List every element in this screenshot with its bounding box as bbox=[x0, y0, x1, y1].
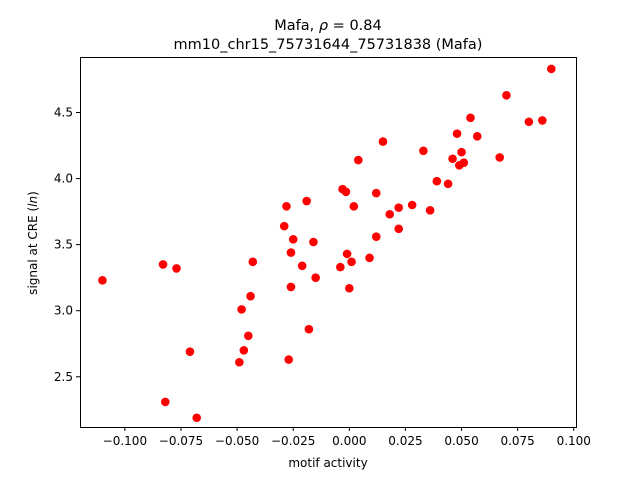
x-tick-label: 0.000 bbox=[332, 434, 366, 448]
data-point bbox=[394, 224, 403, 234]
data-point bbox=[407, 200, 417, 210]
x-axis-label: motif activity bbox=[288, 456, 367, 470]
data-point bbox=[237, 305, 246, 314]
data-point bbox=[279, 221, 289, 231]
data-point bbox=[419, 146, 428, 156]
data-point bbox=[524, 117, 534, 127]
data-point bbox=[98, 276, 107, 285]
data-point bbox=[457, 147, 466, 157]
data-point bbox=[244, 331, 253, 341]
y-axis-ticks: 2.5 3.0 3.5 4.0 4.5 bbox=[54, 106, 80, 384]
x-tick-label: 0.100 bbox=[557, 434, 591, 448]
chart-title-symbol: ρ bbox=[319, 18, 329, 34]
data-point bbox=[246, 291, 255, 301]
data-point bbox=[349, 202, 359, 211]
data-point bbox=[302, 196, 311, 206]
x-tick-label: −0.050 bbox=[215, 434, 259, 448]
data-point bbox=[309, 237, 318, 247]
x-tick-label: 0.025 bbox=[388, 434, 422, 448]
data-point bbox=[345, 283, 354, 293]
y-tick-label: 4.0 bbox=[54, 172, 73, 186]
y-axis-label-italic: ln bbox=[26, 196, 40, 207]
data-point bbox=[341, 187, 351, 197]
data-point bbox=[459, 158, 469, 168]
data-point bbox=[185, 347, 195, 356]
data-point bbox=[502, 91, 511, 100]
data-point bbox=[158, 260, 168, 269]
x-tick-label: −0.100 bbox=[103, 434, 147, 448]
data-point bbox=[160, 397, 170, 407]
data-point bbox=[336, 262, 345, 272]
data-point bbox=[192, 413, 202, 423]
data-point bbox=[284, 355, 294, 364]
data-point bbox=[448, 154, 457, 164]
chart-subtitle: mm10_chr15_75731644_75731838 (Mafa) bbox=[174, 37, 483, 53]
x-tick-label: 0.050 bbox=[444, 434, 478, 448]
data-point bbox=[297, 261, 307, 271]
data-point bbox=[371, 188, 381, 198]
data-point bbox=[495, 153, 504, 162]
data-point bbox=[547, 64, 556, 74]
data-point bbox=[304, 324, 314, 334]
plot-area bbox=[98, 64, 556, 423]
data-point bbox=[365, 253, 374, 263]
data-point bbox=[288, 235, 298, 244]
data-point bbox=[452, 129, 462, 138]
data-point bbox=[172, 264, 181, 273]
data-point bbox=[235, 357, 244, 367]
chart-title-suffix: = 0.84 bbox=[328, 18, 382, 34]
data-point bbox=[394, 203, 403, 212]
y-tick-label: 3.0 bbox=[54, 304, 73, 318]
data-point bbox=[371, 232, 381, 242]
data-point bbox=[286, 248, 296, 257]
chart-title-prefix: Mafa, bbox=[274, 18, 319, 34]
data-point bbox=[385, 209, 395, 219]
x-tick-label: −0.025 bbox=[271, 434, 315, 448]
y-tick-label: 3.5 bbox=[54, 238, 73, 252]
data-point bbox=[472, 131, 482, 141]
y-tick-label: 2.5 bbox=[54, 370, 73, 384]
data-point bbox=[425, 205, 435, 215]
x-axis-ticks: −0.100 −0.075 −0.050 −0.025 0.000 0.025 0.050 0… bbox=[103, 427, 591, 448]
data-point bbox=[342, 249, 352, 259]
data-point bbox=[286, 282, 296, 292]
y-axis-label-suffix: ) bbox=[26, 191, 40, 196]
data-point bbox=[443, 179, 453, 189]
data-point bbox=[347, 257, 356, 267]
data-point bbox=[239, 346, 249, 355]
data-point bbox=[538, 116, 547, 125]
x-tick-label: 0.075 bbox=[500, 434, 534, 448]
y-tick-label: 4.5 bbox=[54, 106, 73, 120]
x-tick-label: −0.075 bbox=[159, 434, 203, 448]
data-point bbox=[311, 273, 320, 282]
chart-title: Mafa, ρ = 0.84 bbox=[274, 18, 381, 34]
y-axis-label-prefix: signal at CRE ( bbox=[26, 207, 40, 295]
data-point bbox=[282, 202, 291, 211]
data-point bbox=[432, 176, 442, 186]
data-point bbox=[466, 113, 475, 123]
y-axis-label: signal at CRE (ln) bbox=[26, 191, 40, 295]
data-point bbox=[353, 155, 363, 165]
data-point bbox=[248, 257, 258, 267]
data-point bbox=[378, 137, 388, 146]
axes-frame bbox=[80, 57, 577, 428]
